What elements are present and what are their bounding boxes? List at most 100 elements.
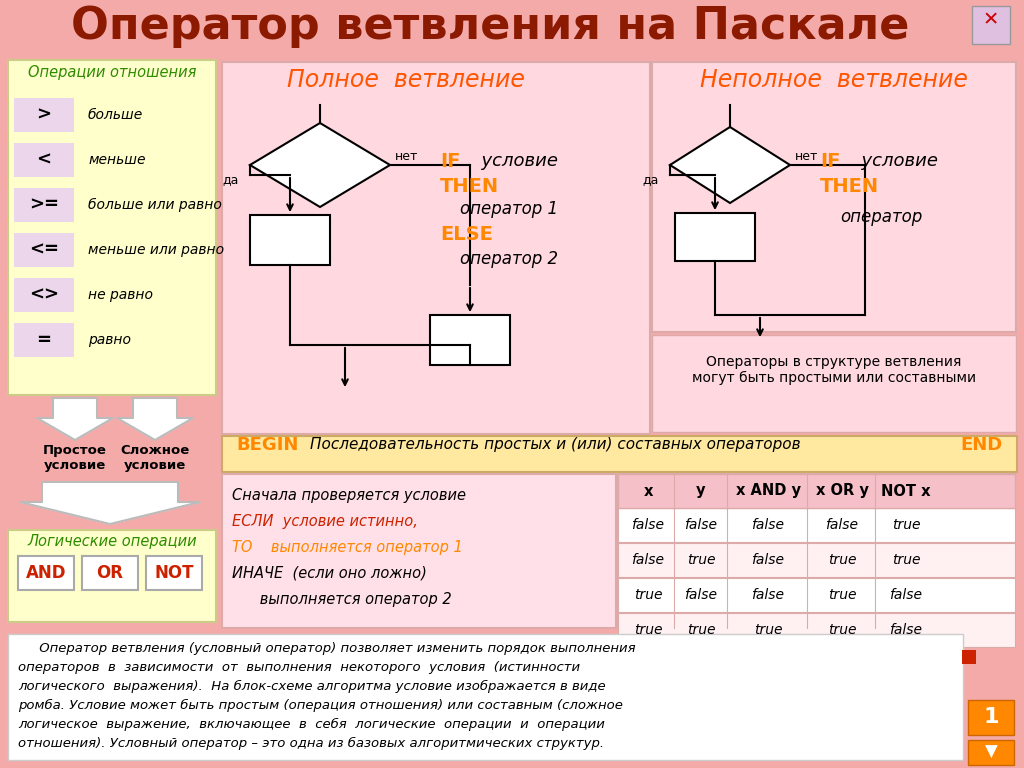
Text: ТО    выполняется оператор 1: ТО выполняется оператор 1 [232, 540, 463, 555]
Bar [430, 315, 510, 365]
Text: Логические операции: Логические операции [28, 534, 197, 549]
Text: логического  выражения).  На блок-схеме алгоритма условие изображается в виде: логического выражения). На блок-схеме ал… [18, 680, 605, 693]
Text: Оператор ветвления на Паскале: Оператор ветвления на Паскале [71, 5, 909, 48]
Bar [652, 62, 1016, 332]
Text: меньше: меньше [88, 153, 145, 167]
Text: =: = [37, 331, 51, 349]
Text: true: true [892, 518, 921, 532]
Text: ИНАЧЕ  (если оно ложно): ИНАЧЕ (если оно ложно) [232, 566, 427, 581]
Text: меньше или равно: меньше или равно [88, 243, 224, 257]
Text: false: false [632, 518, 665, 532]
Text: true: true [827, 623, 856, 637]
Text: NOT: NOT [155, 564, 194, 582]
Text: выполняется оператор 2: выполняется оператор 2 [232, 592, 452, 607]
Bar [618, 508, 1015, 542]
Text: >: > [37, 106, 51, 124]
Text: Сложное
условие: Сложное условие [121, 444, 189, 472]
Text: true: true [687, 553, 715, 567]
Bar [618, 474, 1015, 508]
Bar [618, 543, 1015, 577]
Bar [146, 556, 202, 590]
Text: true: true [827, 553, 856, 567]
Text: логическое  выражение,  включающее  в  себя  логические  операции  и  операции: логическое выражение, включающее в себя … [18, 718, 605, 731]
Text: true: true [892, 553, 921, 567]
Text: false: false [752, 588, 784, 602]
Text: false: false [684, 518, 718, 532]
Text: оператор 2: оператор 2 [460, 250, 558, 268]
Text: true: true [687, 623, 715, 637]
Text: равно: равно [88, 333, 131, 347]
Text: Операторы в структуре ветвления
могут быть простыми или составными: Операторы в структуре ветвления могут бы… [692, 355, 976, 386]
Bar [8, 530, 216, 622]
Text: да: да [642, 174, 658, 187]
Text: Оператор ветвления (условный оператор) позволяет изменить порядок выполнения: Оператор ветвления (условный оператор) п… [18, 642, 636, 655]
Bar [14, 323, 74, 357]
Text: false: false [684, 588, 718, 602]
Text: true: true [827, 588, 856, 602]
Text: да: да [222, 174, 239, 187]
Bar [82, 556, 138, 590]
Text: true: true [754, 623, 782, 637]
Text: ромба. Условие может быть простым (операция отношения) или составным (сложное: ромба. Условие может быть простым (опера… [18, 699, 623, 712]
Text: нет: нет [395, 151, 419, 164]
Bar [14, 98, 74, 132]
Text: x OR y: x OR y [815, 484, 868, 498]
Bar [14, 143, 74, 177]
Text: x AND y: x AND y [735, 484, 801, 498]
Bar [14, 278, 74, 312]
Text: больше или равно: больше или равно [88, 198, 222, 212]
Bar [618, 474, 1015, 628]
Text: false: false [752, 553, 784, 567]
Text: нет: нет [795, 151, 818, 164]
Bar [8, 634, 963, 760]
Text: true: true [634, 623, 663, 637]
Text: отношения). Условный оператор – это одна из базовых алгоритмических структур.: отношения). Условный оператор – это одна… [18, 737, 604, 750]
Text: Сначала проверяется условие: Сначала проверяется условие [232, 488, 466, 503]
Polygon shape [117, 398, 193, 440]
Text: false: false [632, 553, 665, 567]
Text: IF: IF [440, 152, 461, 171]
Text: больше: больше [88, 108, 143, 122]
Bar [8, 60, 216, 395]
Bar [250, 215, 330, 265]
Text: <=: <= [29, 241, 59, 259]
Bar [675, 213, 755, 261]
Text: ЕСЛИ  условие истинно,: ЕСЛИ условие истинно, [232, 514, 418, 529]
Polygon shape [37, 398, 113, 440]
Text: THEN: THEN [820, 177, 880, 196]
Text: Последовательность простых и (или) составных операторов: Последовательность простых и (или) соста… [310, 438, 801, 452]
Text: условие: условие [470, 152, 558, 170]
Polygon shape [250, 123, 390, 207]
Text: Неполное  ветвление: Неполное ветвление [700, 68, 968, 92]
Text: ▼: ▼ [985, 743, 997, 761]
Text: операторов  в  зависимости  от  выполнения  некоторого  условия  (истинности: операторов в зависимости от выполнения н… [18, 661, 581, 674]
Bar [222, 62, 650, 434]
Text: <: < [37, 151, 51, 169]
Polygon shape [20, 482, 200, 524]
Text: оператор 1: оператор 1 [460, 200, 558, 218]
Bar [18, 556, 74, 590]
Bar [618, 578, 1015, 612]
Text: >=: >= [29, 196, 59, 214]
Bar [961, 634, 1016, 690]
Text: OR: OR [96, 564, 124, 582]
Text: 1: 1 [983, 707, 998, 727]
Text: IF: IF [820, 152, 841, 171]
Text: NOT x: NOT x [882, 484, 931, 498]
Bar [968, 700, 1014, 735]
Bar [972, 6, 1010, 44]
Bar [618, 613, 1015, 647]
Text: Операции отношения: Операции отношения [28, 65, 197, 80]
Text: ELSE: ELSE [440, 225, 493, 244]
Text: false: false [752, 518, 784, 532]
Text: x: x [643, 484, 652, 498]
Bar [222, 474, 616, 628]
Text: true: true [634, 588, 663, 602]
Text: END: END [961, 436, 1002, 454]
Text: Полное  ветвление: Полное ветвление [287, 68, 525, 92]
Text: ✕: ✕ [983, 10, 999, 29]
Bar [14, 188, 74, 222]
Text: не равно: не равно [88, 288, 153, 302]
Text: false: false [890, 623, 923, 637]
Text: false: false [825, 518, 858, 532]
